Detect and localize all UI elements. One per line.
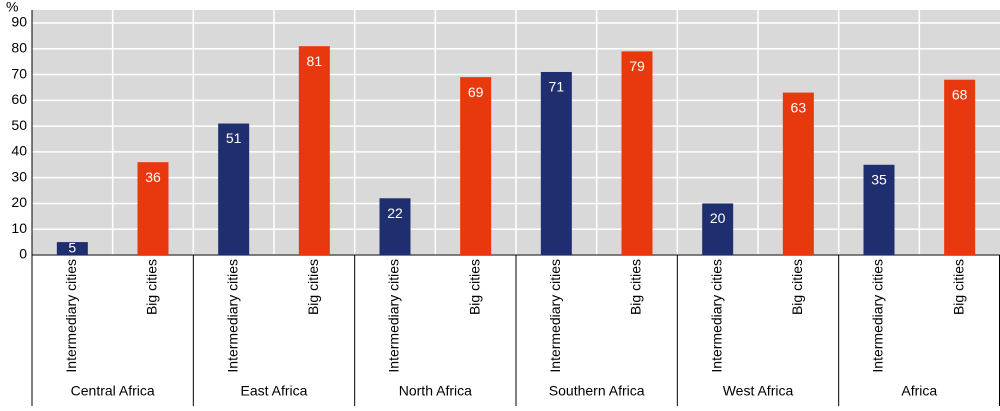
series-label: Big cities — [950, 259, 966, 315]
value-label: 36 — [145, 169, 161, 185]
series-label: Intermediary cities — [224, 259, 240, 373]
y-tick-label: 10 — [11, 220, 27, 236]
bar — [540, 71, 572, 255]
series-label: Big cities — [466, 259, 482, 315]
y-tick-label: 60 — [11, 91, 27, 107]
category-label: Africa — [901, 383, 937, 399]
series-label: Big cities — [789, 259, 805, 315]
series-label: Intermediary cities — [870, 259, 886, 373]
bar — [782, 92, 814, 255]
bar — [702, 203, 734, 255]
category-label: East Africa — [241, 383, 308, 399]
bar — [863, 164, 895, 255]
value-label: 68 — [952, 86, 968, 102]
series-label: Big cities — [144, 259, 160, 315]
y-tick-label: 30 — [11, 168, 27, 184]
series-label: Intermediary cities — [386, 259, 402, 373]
series-label: Big cities — [628, 259, 644, 315]
value-label: 71 — [549, 79, 565, 95]
series-label: Intermediary cities — [547, 259, 563, 373]
bar — [460, 77, 492, 255]
y-axis-label: % — [6, 0, 18, 15]
value-label: 51 — [226, 130, 242, 146]
value-label: 81 — [307, 53, 323, 69]
bar — [944, 79, 976, 255]
value-label: 79 — [629, 58, 645, 74]
series-label: Big cities — [305, 259, 321, 315]
category-label: Southern Africa — [549, 383, 645, 399]
category-label: Central Africa — [71, 383, 155, 399]
bar — [137, 162, 169, 255]
category-label: West Africa — [723, 383, 794, 399]
y-tick-label: 50 — [11, 117, 27, 133]
value-label: 69 — [468, 84, 484, 100]
value-label: 20 — [710, 210, 726, 226]
bar — [56, 242, 88, 255]
bar — [298, 46, 330, 256]
y-tick-label: 70 — [11, 65, 27, 81]
y-tick-label: 40 — [11, 143, 27, 159]
y-tick-label: 20 — [11, 194, 27, 210]
value-label: 35 — [871, 171, 887, 187]
bar — [379, 198, 411, 255]
y-tick-label: 0 — [19, 246, 27, 262]
value-label: 22 — [387, 205, 403, 221]
category-label: North Africa — [399, 383, 472, 399]
bar — [218, 123, 250, 256]
series-label: Intermediary cities — [63, 259, 79, 373]
series-label: Intermediary cities — [708, 259, 724, 373]
y-tick-label: 80 — [11, 39, 27, 55]
value-label: 5 — [68, 240, 76, 256]
bar — [621, 51, 653, 255]
y-tick-label: 90 — [11, 14, 27, 30]
value-label: 63 — [791, 99, 807, 115]
